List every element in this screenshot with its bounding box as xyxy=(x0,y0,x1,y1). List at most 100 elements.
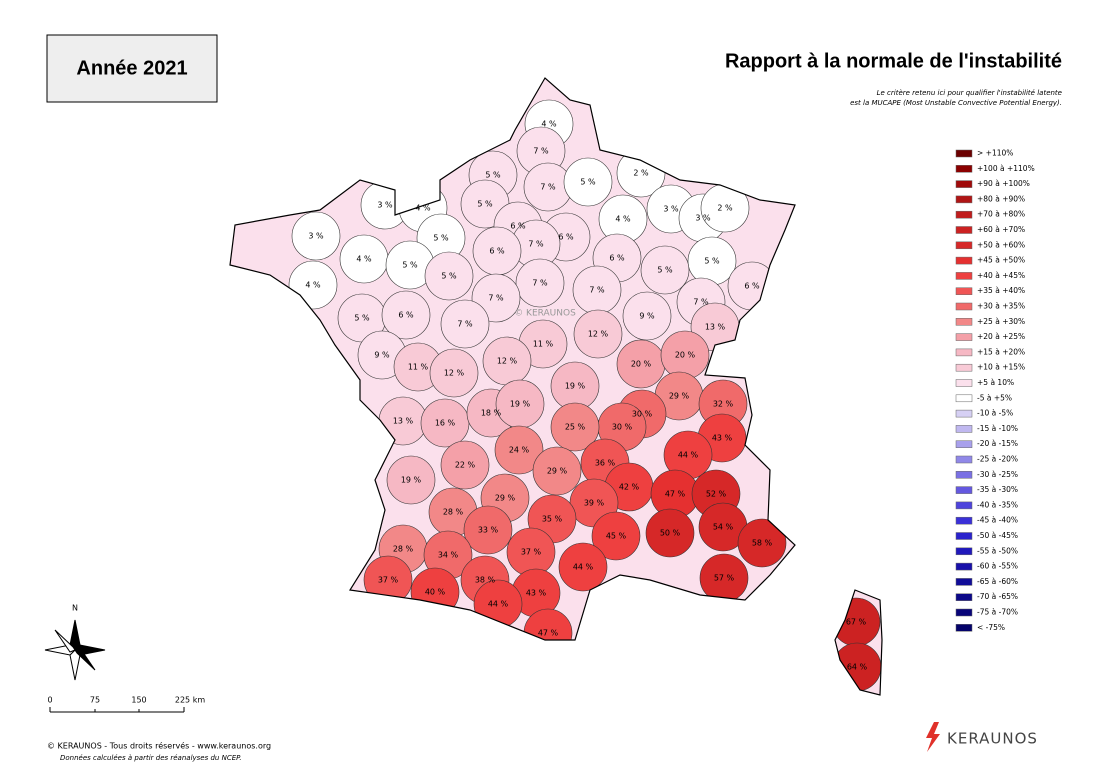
department-label: 33 % xyxy=(478,526,499,535)
department-area xyxy=(737,518,787,568)
department-label: 42 % xyxy=(619,483,640,492)
department-label: 30 % xyxy=(632,410,653,419)
legend-swatch xyxy=(955,578,973,586)
legend-swatch xyxy=(955,165,973,173)
department-label: 9 % xyxy=(374,351,390,360)
department-label: 7 % xyxy=(533,147,549,156)
department-area xyxy=(440,440,490,490)
department-area xyxy=(573,309,623,359)
department-label: 7 % xyxy=(589,286,605,295)
legend-label: +80 à +90% xyxy=(977,194,1025,203)
legend-label: +90 à +100% xyxy=(977,179,1030,188)
department-label: 40 % xyxy=(425,588,446,597)
legend-swatch xyxy=(955,409,973,418)
legend-label: > +110% xyxy=(977,149,1013,158)
department-label: 6 % xyxy=(510,222,526,231)
legend-swatch xyxy=(955,318,973,326)
scale-bar xyxy=(49,707,185,713)
logo: KERAUNOS xyxy=(947,730,1038,748)
department-label: 5 % xyxy=(580,178,596,187)
legend-swatch xyxy=(955,287,973,295)
department-label: 67 % xyxy=(846,618,867,627)
legend-swatch xyxy=(955,379,973,387)
department-label: 43 % xyxy=(712,434,733,443)
department-label: 5 % xyxy=(433,234,449,243)
department-area xyxy=(550,402,600,452)
year-box xyxy=(46,34,218,103)
department-area xyxy=(291,211,341,261)
logo-icon xyxy=(926,722,940,752)
legend-label: +100 à +110% xyxy=(977,164,1035,173)
scale-label: 150 xyxy=(131,696,146,705)
legend-label: +5 à 10% xyxy=(977,378,1014,387)
scale-label: 0 xyxy=(47,696,52,705)
scale-label: 225 km xyxy=(175,696,205,705)
department-label: 5 % xyxy=(485,171,501,180)
department-label: 5 % xyxy=(477,200,493,209)
department-label: 12 % xyxy=(588,330,609,339)
legend-label: -10 à -5% xyxy=(977,409,1013,418)
legend-label: -75 à -70% xyxy=(977,608,1018,617)
legend-label: +15 à +20% xyxy=(977,347,1025,356)
department-label: 29 % xyxy=(669,392,690,401)
department-area xyxy=(591,511,641,561)
department-label: 4 % xyxy=(305,281,321,290)
department-area xyxy=(563,157,613,207)
department-label: 6 % xyxy=(609,254,625,263)
legend-label: -55 à -50% xyxy=(977,546,1018,555)
department-area xyxy=(494,425,544,475)
department-area xyxy=(622,291,672,341)
department-label: 28 % xyxy=(443,508,464,517)
legend-swatch xyxy=(955,624,973,632)
legend-swatch xyxy=(955,302,973,311)
department-label: 45 % xyxy=(606,532,627,541)
department-label: 11 % xyxy=(533,340,554,349)
legend-label: -45 à -40% xyxy=(977,516,1018,525)
legend-label: -65 à -60% xyxy=(977,577,1018,586)
department-label: 30 % xyxy=(612,423,633,432)
legend-swatch xyxy=(955,455,973,464)
department-label: 47 % xyxy=(538,629,559,638)
compass-n: N xyxy=(72,604,78,613)
department-label: 38 % xyxy=(475,576,496,585)
legend-swatch xyxy=(955,425,973,433)
legend-label: -20 à -15% xyxy=(977,439,1018,448)
department-label: 32 % xyxy=(713,400,734,409)
department-area xyxy=(424,251,474,301)
department-label: 18 % xyxy=(481,409,502,418)
department-label: 37 % xyxy=(521,548,542,557)
legend-swatch xyxy=(955,501,973,510)
legend-label: +30 à +35% xyxy=(977,302,1025,311)
department-label: 6 % xyxy=(558,233,574,242)
legend-swatch xyxy=(955,547,973,556)
department-label: 5 % xyxy=(704,257,720,266)
department-area xyxy=(386,455,436,505)
legend-label: +40 à +45% xyxy=(977,271,1025,280)
department-area xyxy=(515,258,565,308)
legend-label: -5 à +5% xyxy=(977,393,1012,402)
department-label: 57 % xyxy=(714,574,735,583)
department-label: 35 % xyxy=(542,515,563,524)
legend-swatch xyxy=(955,532,973,540)
legend-swatch xyxy=(955,562,973,571)
legend-label: +35 à +40% xyxy=(977,286,1025,295)
department-label: 20 % xyxy=(675,351,696,360)
department-label: 36 % xyxy=(595,459,616,468)
department-label: 47 % xyxy=(665,490,686,499)
department-label: 50 % xyxy=(660,529,681,538)
department-label: 4 % xyxy=(356,255,372,264)
department-label: 3 % xyxy=(663,205,679,214)
department-area xyxy=(440,299,490,349)
departments xyxy=(230,78,882,695)
department-label: 34 % xyxy=(438,551,459,560)
legend-swatch xyxy=(955,608,973,617)
department-label: 19 % xyxy=(565,382,586,391)
department-label: 3 % xyxy=(308,232,324,241)
department-label: 37 % xyxy=(378,576,399,585)
department-label: 19 % xyxy=(401,476,422,485)
legend-label: -40 à -35% xyxy=(977,500,1018,509)
legend-label: +10 à +15% xyxy=(977,363,1025,372)
department-label: 44 % xyxy=(488,600,509,609)
legend-swatch xyxy=(955,272,973,280)
department-area xyxy=(429,348,479,398)
